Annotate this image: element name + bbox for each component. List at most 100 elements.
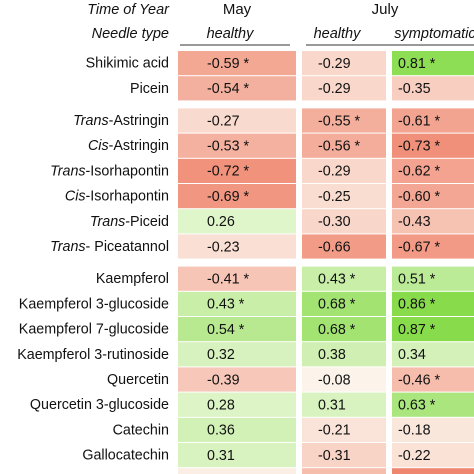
cell-value: -0.46 * (398, 372, 441, 388)
heatmap-cell (302, 158, 386, 183)
cell-value: -0.25 (318, 189, 351, 205)
row-label: Cis-Isorhapontin (65, 189, 169, 205)
cell-value: 0.54 * (207, 322, 245, 338)
heatmap-cell (392, 468, 474, 474)
cell-value: -0.30 (318, 214, 351, 230)
heatmap-cell (392, 266, 474, 291)
cell-value: -0.21 (318, 423, 351, 439)
heatmap-cell (392, 234, 474, 259)
row-label-name: -Isorhapontin (86, 189, 169, 205)
cell-value: -0.39 (207, 372, 240, 388)
cell-value: 0.28 (207, 397, 235, 413)
header-month-1: July (372, 1, 399, 18)
row-label: Trans-Astringin (73, 113, 169, 129)
cell-value: 0.36 (207, 423, 235, 439)
row-label-name: Kaempferol 3-glucoside (19, 296, 169, 312)
heatmap-cell (178, 417, 296, 442)
cell-value: -0.35 (398, 81, 431, 97)
cell-value: -0.69 * (207, 189, 250, 205)
cell-value: -0.08 (318, 372, 351, 388)
row-label-name: - Piceatannol (86, 239, 169, 255)
row-label-prefix: Trans (50, 163, 85, 179)
cell-value: -0.66 (318, 239, 351, 255)
heatmap-cell (302, 317, 386, 342)
header-needle-label: Needle type (92, 26, 169, 42)
cell-value: -0.53 * (207, 138, 250, 154)
cell-value: -0.43 (398, 214, 431, 230)
cell-value: -0.59 * (207, 56, 250, 72)
heatmap-cell (178, 108, 296, 133)
heatmap-cell (178, 392, 296, 417)
cell-value: -0.54 * (207, 81, 250, 97)
row-label: Quercetin 3-glucoside (30, 397, 169, 413)
header-column-0: healthy (207, 26, 255, 42)
row-label: Quercetin (107, 372, 169, 388)
row-label-name: -Astringin (109, 138, 169, 154)
row-label-prefix: Trans (50, 239, 85, 255)
heatmap-cell (302, 234, 386, 259)
heatmap-cell (178, 158, 296, 183)
cell-value: -0.29 (318, 81, 351, 97)
cell-value: 0.68 * (318, 322, 356, 338)
row-label: Shikimic acid (86, 56, 169, 72)
cell-value: -0.29 (318, 56, 351, 72)
cell-value: -0.67 * (398, 239, 441, 255)
cell-value: 0.31 (318, 397, 346, 413)
heatmap-cell (178, 76, 296, 101)
cell-value: 0.86 * (398, 297, 436, 313)
heatmap-cell (302, 184, 386, 209)
row-label: Cis-Astringin (88, 138, 169, 154)
cell-value: -0.22 (398, 448, 431, 464)
row-label-name: Kaempferol 7-glucoside (19, 322, 169, 338)
cell-value: 0.43 * (318, 271, 356, 287)
cell-value: -0.41 * (207, 271, 250, 287)
cell-value: -0.55 * (318, 113, 361, 129)
row-label-name: Shikimic acid (86, 56, 169, 72)
cell-value: -0.60 * (398, 189, 441, 205)
row-label: Trans-Piceid (90, 214, 169, 230)
heatmap-cell (302, 108, 386, 133)
header-time-label: Time of Year (87, 2, 170, 18)
cell-value: 0.51 * (398, 271, 436, 287)
heatmap-cell (178, 184, 296, 209)
row-label-name: Kaempferol (96, 271, 169, 287)
cell-value: -0.62 * (398, 164, 441, 180)
row-label: Picein (130, 81, 169, 97)
heatmap-cell (302, 342, 386, 367)
header-month-0: May (223, 1, 252, 18)
row-label: Kaempferol 7-glucoside (19, 322, 169, 338)
heatmap-cell (178, 209, 296, 234)
heatmap-cell (392, 367, 474, 392)
row-label: Trans-Isorhapontin (50, 163, 169, 179)
cell-value: 0.32 (207, 347, 235, 363)
heatmap-cell (392, 209, 474, 234)
row-label-prefix: Trans (73, 113, 108, 129)
heatmap-cell (302, 417, 386, 442)
heatmap-cell (392, 443, 474, 468)
heatmap-cell (392, 76, 474, 101)
cell-value: -0.18 (398, 423, 431, 439)
heatmap-cell (302, 443, 386, 468)
heatmap-cell (392, 133, 474, 158)
row-label-name: Taxifolin (117, 473, 169, 474)
row-label-name: Kaempferol 3-rutinoside (17, 347, 169, 363)
cell-value: 0.31 (207, 448, 235, 464)
row-label-name: -Isorhapontin (86, 163, 169, 179)
heatmap-cell (178, 133, 296, 158)
row-label-name: Catechin (113, 422, 169, 438)
heatmap-cell (392, 342, 474, 367)
cell-value: -0.72 * (207, 164, 250, 180)
heatmap-cell (302, 133, 386, 158)
row-label: Kaempferol 3-glucoside (19, 296, 169, 312)
cell-value: -0.73 * (398, 138, 441, 154)
heatmap-cell (302, 76, 386, 101)
heatmap-cell (392, 51, 474, 76)
cell-value: -0.23 (207, 239, 240, 255)
cell-value: -0.61 * (398, 113, 441, 129)
heatmap-cell (392, 392, 474, 417)
heatmap-cell (178, 367, 296, 392)
heatmap-cell (392, 108, 474, 133)
row-label-name: Quercetin (107, 372, 169, 388)
heatmap-cell (392, 417, 474, 442)
heatmap-cell (392, 158, 474, 183)
